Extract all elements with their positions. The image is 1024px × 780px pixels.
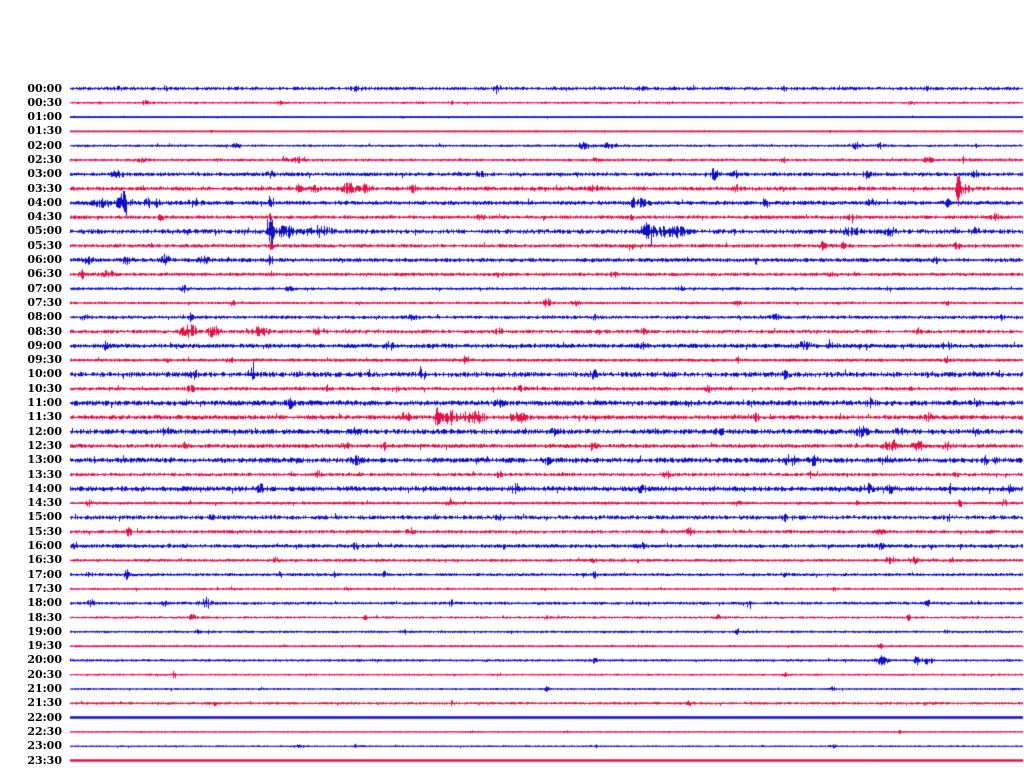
row-time-label: 07:30 bbox=[27, 295, 62, 309]
row-time-label: 23:00 bbox=[27, 739, 62, 753]
row-time-label: 16:00 bbox=[27, 539, 62, 553]
row-time-label: 19:30 bbox=[27, 639, 62, 653]
row-time-label: 04:00 bbox=[27, 195, 62, 209]
row-time-label: 05:30 bbox=[27, 238, 62, 252]
row-time-label: 17:30 bbox=[27, 581, 62, 595]
row-time-label: 02:00 bbox=[27, 138, 62, 152]
row-time-label: 16:30 bbox=[27, 553, 62, 567]
row-time-label: 01:30 bbox=[27, 124, 62, 138]
row-time-label: 07:00 bbox=[27, 281, 62, 295]
row-time-label: 23:30 bbox=[27, 753, 62, 767]
row-time-label: 21:00 bbox=[27, 682, 62, 695]
row-time-label: 22:00 bbox=[27, 710, 62, 724]
row-time-label: 15:30 bbox=[27, 524, 62, 538]
row-time-label: 08:00 bbox=[27, 310, 62, 324]
row-time-label: 14:00 bbox=[27, 481, 62, 495]
row-time-label: 11:30 bbox=[27, 410, 62, 424]
row-time-label: 22:30 bbox=[27, 724, 62, 738]
row-time-label: 20:00 bbox=[27, 653, 62, 667]
row-time-label: 21:30 bbox=[27, 696, 62, 710]
row-time-label: 02:30 bbox=[27, 152, 62, 166]
row-time-label: 12:30 bbox=[27, 438, 62, 452]
row-time-label: 19:00 bbox=[27, 624, 62, 638]
row-time-label: 13:30 bbox=[27, 467, 62, 481]
row-time-label: 06:30 bbox=[27, 267, 62, 281]
row-time-label: 10:00 bbox=[27, 367, 62, 381]
row-time-label: 13:00 bbox=[27, 453, 62, 467]
row-time-label: 20:30 bbox=[27, 667, 62, 681]
row-time-label: 03:00 bbox=[27, 167, 62, 181]
row-time-label: 09:30 bbox=[27, 353, 62, 367]
row-time-label: 06:00 bbox=[27, 253, 62, 267]
row-time-label: 05:00 bbox=[27, 224, 62, 238]
row-time-label: 17:00 bbox=[27, 567, 62, 581]
row-time-label: 12:00 bbox=[27, 424, 62, 438]
row-time-label: 09:00 bbox=[27, 338, 62, 352]
row-time-label: 04:30 bbox=[27, 210, 62, 224]
row-time-label: 03:30 bbox=[27, 181, 62, 195]
row-time-label: 08:30 bbox=[27, 324, 62, 338]
row-time-label: 18:30 bbox=[27, 610, 62, 624]
row-time-label: 18:00 bbox=[27, 596, 62, 610]
row-time-label: 10:30 bbox=[27, 381, 62, 395]
row-time-label: 11:00 bbox=[27, 396, 62, 410]
row-time-label: 01:00 bbox=[27, 110, 62, 124]
row-time-label: 00:00 bbox=[27, 81, 62, 95]
row-time-label: 15:00 bbox=[27, 510, 62, 524]
row-time-label: 14:30 bbox=[27, 496, 62, 510]
row-time-label: 00:30 bbox=[27, 95, 62, 109]
